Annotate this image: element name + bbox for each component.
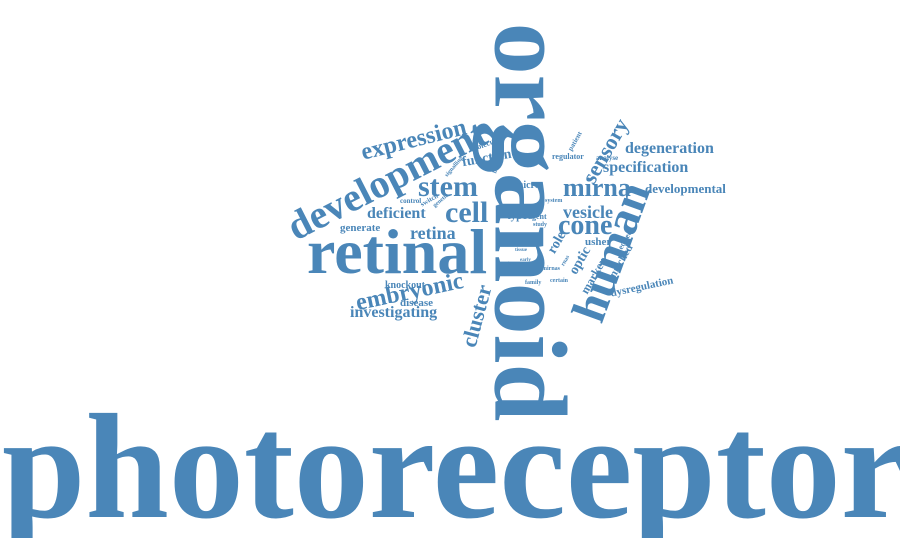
word-system: system (545, 198, 563, 204)
word-default: default (500, 269, 521, 277)
word-retina: retina (410, 223, 456, 243)
word-developmental: developmental (645, 181, 726, 196)
word-generate: generate (340, 222, 381, 234)
word-vesicle: vesicle (563, 202, 613, 222)
word-mirna: mirna (563, 173, 631, 202)
word-cell: cell (445, 196, 489, 229)
word-disease: disease (400, 297, 433, 309)
word-analyse: analyse (596, 154, 619, 162)
word-stem: stem (418, 170, 478, 203)
word-regulator: regulator (552, 152, 584, 161)
word-mirnas: mirnas (542, 266, 560, 272)
word-type: type (507, 210, 528, 222)
word-cone: cone (558, 210, 613, 241)
word-study: study (533, 222, 548, 228)
word-early: early (520, 258, 531, 263)
word-retinal: retinal (307, 216, 488, 287)
word-agent: agent (528, 212, 547, 221)
word-tissue: tissue (515, 248, 527, 253)
word-photoreceptor: photoreceptor (2, 384, 900, 538)
word-control: control (400, 197, 422, 205)
word-certain: certain (550, 278, 568, 284)
word-loss: loss (508, 262, 516, 267)
word-family: family (525, 280, 542, 286)
word-specification: specification (603, 159, 689, 176)
word-deficient: deficient (367, 205, 426, 222)
word-degeneration: degeneration (625, 140, 714, 157)
word-investigating: investigating (350, 304, 438, 321)
word-usher: usher (585, 236, 612, 248)
word-micro: micro (515, 180, 540, 191)
word-fate: fate (508, 241, 517, 246)
word-knockout: knockout (385, 280, 426, 291)
